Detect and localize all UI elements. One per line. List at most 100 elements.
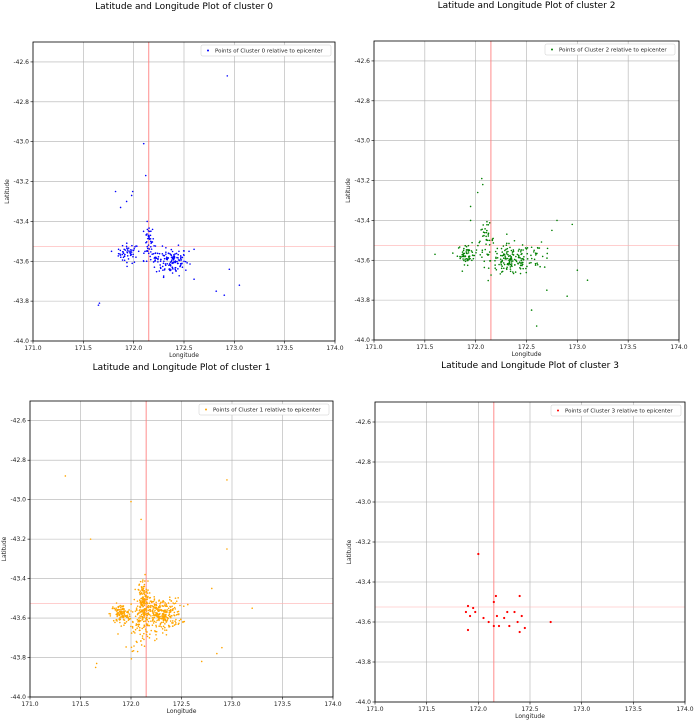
data-point (134, 632, 136, 634)
data-point (504, 258, 507, 260)
data-point (507, 253, 509, 256)
data-point (164, 623, 166, 625)
y-tick-label: -43.0 (13, 139, 29, 146)
data-point (122, 256, 125, 259)
data-point (461, 253, 463, 256)
data-point (478, 241, 481, 244)
data-point (146, 614, 149, 617)
data-point (502, 253, 505, 255)
data-point (114, 621, 116, 624)
data-point (131, 650, 134, 653)
data-point (536, 263, 539, 266)
data-point (488, 222, 491, 224)
data-point (160, 621, 163, 624)
data-point (142, 605, 145, 608)
data-point (228, 268, 231, 271)
data-point (514, 264, 516, 266)
series-points (434, 177, 589, 327)
data-point (465, 245, 468, 248)
y-tick-label: -43.4 (10, 576, 26, 583)
data-point (150, 248, 153, 250)
data-point (496, 252, 498, 255)
data-point (146, 592, 149, 594)
data-point (119, 206, 122, 209)
data-point (509, 268, 512, 270)
data-point (140, 588, 143, 591)
y-tick-label: -42.8 (13, 99, 29, 106)
data-point (108, 612, 111, 615)
data-point (155, 638, 158, 640)
data-point (185, 269, 187, 271)
data-point (482, 231, 485, 234)
data-point (501, 270, 504, 273)
data-point (507, 255, 510, 258)
data-point (151, 253, 154, 255)
data-point (180, 259, 183, 261)
data-point (509, 246, 511, 249)
data-point (164, 629, 166, 631)
data-point (165, 633, 168, 636)
data-point (571, 223, 574, 226)
y-tick-label: -44.0 (355, 699, 371, 706)
data-point (166, 619, 169, 621)
x-tick-label: 171.5 (418, 706, 435, 713)
data-point (186, 262, 188, 264)
data-point (171, 266, 174, 269)
data-point (486, 220, 488, 223)
data-point (503, 616, 506, 620)
data-point (117, 248, 120, 251)
data-point (149, 234, 152, 237)
data-point (181, 256, 184, 259)
data-point (177, 244, 180, 246)
data-point (149, 608, 152, 611)
chart-panel-1: Latitude and Longitude Plot of cluster 2… (345, 1, 688, 358)
data-point (152, 607, 154, 609)
data-point (141, 615, 144, 618)
data-point (142, 620, 145, 623)
data-point (504, 255, 507, 257)
data-point (500, 263, 503, 266)
data-point (123, 614, 125, 617)
data-point (139, 611, 141, 614)
data-point (149, 604, 152, 607)
data-point (463, 259, 465, 262)
data-point (503, 263, 506, 266)
data-point (166, 609, 169, 611)
data-point (177, 597, 179, 599)
data-point (462, 258, 464, 260)
legend-label: Points of Cluster 1 relative to epicente… (213, 408, 321, 414)
data-point (145, 616, 148, 619)
data-point (546, 257, 548, 259)
x-tick-label: 173.0 (223, 701, 240, 708)
data-point (517, 262, 519, 264)
data-point (464, 610, 468, 614)
chart-title: Latitude and Longitude Plot of cluster 1 (93, 363, 271, 373)
data-point (526, 258, 529, 260)
data-point (183, 620, 186, 623)
data-point (154, 609, 156, 612)
data-point (145, 613, 147, 616)
data-point (163, 615, 165, 617)
data-point (158, 600, 160, 602)
data-point (148, 227, 150, 229)
data-point (174, 253, 176, 255)
data-point (465, 249, 468, 251)
data-point (148, 602, 151, 605)
data-point (139, 615, 141, 617)
data-point (174, 597, 177, 599)
data-point (162, 276, 165, 279)
legend-box (198, 403, 330, 416)
data-point (166, 605, 168, 608)
data-point (138, 599, 141, 601)
data-point (153, 245, 155, 247)
data-point (163, 609, 166, 611)
x-tick-label: 174.0 (326, 345, 343, 352)
data-point (182, 621, 184, 624)
data-point (146, 245, 149, 248)
data-point (174, 266, 177, 269)
x-tick-label: 171.0 (365, 344, 382, 351)
data-point (142, 596, 144, 598)
x-tick-label: 172.5 (175, 345, 192, 352)
data-point (122, 618, 125, 621)
data-point (155, 270, 158, 273)
